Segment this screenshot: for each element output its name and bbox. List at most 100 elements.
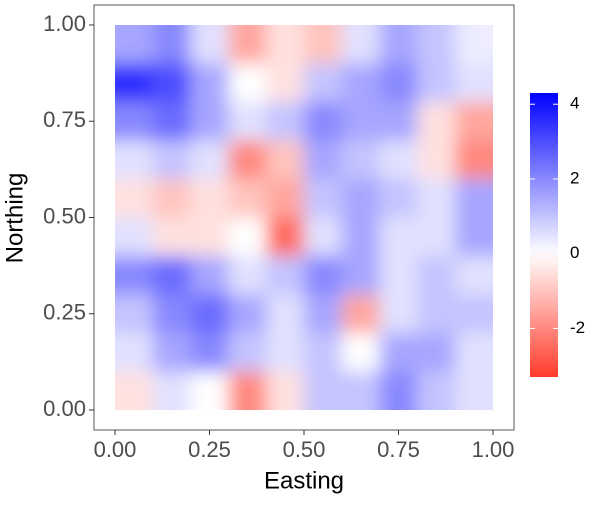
cell — [341, 294, 381, 334]
y-tick-label: 0.00 — [43, 396, 86, 421]
cell — [152, 256, 192, 295]
cell — [115, 63, 154, 103]
cell — [115, 217, 154, 257]
cell — [152, 294, 192, 334]
colorbar-label: 4 — [570, 94, 579, 113]
cell — [115, 102, 154, 141]
cell — [417, 256, 456, 295]
cell — [228, 63, 267, 103]
cell — [152, 217, 192, 257]
cell — [341, 179, 381, 218]
colorbar — [530, 93, 558, 377]
cell — [190, 63, 229, 103]
cell — [115, 140, 154, 180]
cell — [228, 333, 267, 372]
cell — [417, 102, 456, 141]
cell — [341, 63, 381, 103]
cell — [455, 140, 493, 180]
cell — [190, 333, 229, 372]
cell — [455, 256, 493, 295]
cell — [304, 371, 343, 410]
cell — [417, 333, 456, 372]
cell — [152, 333, 192, 372]
cell — [190, 217, 229, 257]
cell — [266, 294, 305, 334]
cell — [266, 102, 305, 141]
cell — [152, 63, 192, 103]
x-tick-label: 1.00 — [472, 437, 515, 462]
cell — [379, 217, 418, 257]
cell — [115, 371, 154, 410]
cell — [228, 217, 267, 257]
cell — [228, 140, 267, 180]
y-tick-label: 0.25 — [43, 300, 86, 325]
cell — [228, 25, 267, 64]
cell — [304, 179, 343, 218]
cell — [228, 294, 267, 334]
y-axis-title: Northing — [1, 173, 28, 264]
cell — [266, 371, 305, 410]
cell — [190, 256, 229, 295]
cell — [341, 102, 381, 141]
cell — [379, 25, 418, 64]
colorbar-label: 2 — [570, 168, 579, 187]
colorbar-label: 0 — [570, 243, 579, 262]
cell — [341, 25, 381, 64]
cell — [152, 140, 192, 180]
cell — [115, 179, 154, 218]
cell — [115, 25, 154, 64]
cell — [304, 25, 343, 64]
cell — [417, 179, 456, 218]
cell — [455, 179, 493, 218]
cell — [266, 63, 305, 103]
cell — [115, 256, 154, 295]
cell — [266, 179, 305, 218]
y-tick-label: 1.00 — [43, 11, 86, 36]
cell — [455, 294, 493, 334]
cell — [341, 333, 381, 372]
cell — [417, 294, 456, 334]
cell — [379, 140, 418, 180]
cell — [190, 102, 229, 141]
cell — [455, 102, 493, 141]
cell — [304, 333, 343, 372]
cell — [228, 256, 267, 295]
x-tick-label: 0.00 — [94, 437, 137, 462]
cell — [379, 371, 418, 410]
cell — [304, 217, 343, 257]
cell — [304, 140, 343, 180]
y-tick-label: 0.75 — [43, 107, 86, 132]
x-axis-title: Easting — [264, 467, 344, 494]
cell — [455, 371, 493, 410]
cell — [190, 294, 229, 334]
cell — [266, 256, 305, 295]
cell — [304, 294, 343, 334]
colorbar-label: -2 — [570, 318, 585, 337]
cell — [379, 102, 418, 141]
cell — [341, 371, 381, 410]
cell — [304, 102, 343, 141]
cell — [190, 25, 229, 64]
cell — [228, 179, 267, 218]
cell — [455, 63, 493, 103]
cell — [341, 217, 381, 257]
cell — [417, 63, 456, 103]
cell — [379, 179, 418, 218]
cell — [417, 217, 456, 257]
cell — [417, 140, 456, 180]
cell — [190, 140, 229, 180]
x-tick-label: 0.50 — [283, 437, 326, 462]
cell — [266, 333, 305, 372]
cell — [417, 25, 456, 64]
cell — [152, 179, 192, 218]
cell — [266, 140, 305, 180]
cell — [190, 179, 229, 218]
cell — [455, 333, 493, 372]
cell — [379, 256, 418, 295]
y-tick-label: 0.50 — [43, 203, 86, 228]
x-tick-label: 0.75 — [377, 437, 420, 462]
cell — [341, 140, 381, 180]
cell — [304, 63, 343, 103]
cell — [228, 102, 267, 141]
